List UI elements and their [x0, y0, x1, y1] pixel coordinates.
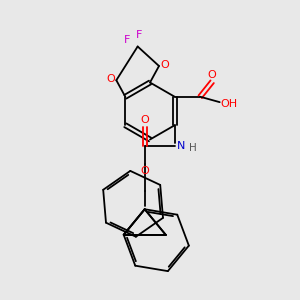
Text: N: N	[176, 141, 185, 151]
Text: OH: OH	[221, 99, 238, 109]
Text: F: F	[136, 29, 142, 40]
Text: H: H	[189, 143, 197, 153]
Text: O: O	[160, 59, 169, 70]
Text: O: O	[106, 74, 115, 84]
Text: O: O	[208, 70, 217, 80]
Text: F: F	[124, 35, 130, 45]
Text: O: O	[140, 115, 149, 125]
Text: O: O	[140, 166, 149, 176]
